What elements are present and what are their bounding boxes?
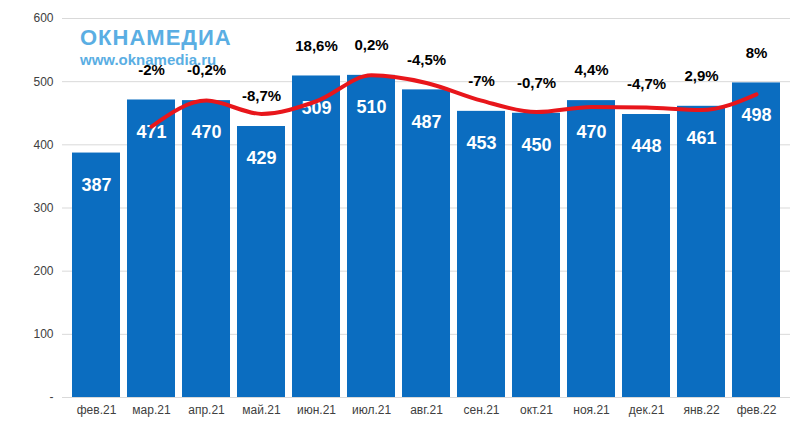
svg-text:янв.22: янв.22	[683, 403, 720, 417]
svg-text:-2%: -2%	[138, 61, 165, 78]
svg-text:461: 461	[686, 128, 716, 148]
svg-text:-4,7%: -4,7%	[627, 75, 666, 92]
svg-text:487: 487	[411, 112, 441, 132]
svg-text:453: 453	[466, 133, 496, 153]
svg-text:-: -	[50, 390, 54, 404]
svg-text:600: 600	[33, 11, 53, 25]
svg-text:дек.21: дек.21	[629, 403, 665, 417]
svg-text:387: 387	[81, 175, 111, 195]
svg-text:-0,2%: -0,2%	[187, 61, 226, 78]
svg-text:4,4%: 4,4%	[574, 61, 608, 78]
svg-text:510: 510	[356, 97, 386, 117]
svg-text:ноя.21: ноя.21	[573, 403, 610, 417]
svg-text:-7%: -7%	[468, 72, 495, 89]
svg-text:400: 400	[33, 138, 53, 152]
svg-text:300: 300	[33, 201, 53, 215]
svg-text:470: 470	[576, 122, 606, 142]
svg-text:мар.21: мар.21	[132, 403, 171, 417]
svg-text:2,9%: 2,9%	[684, 67, 718, 84]
svg-text:-0,7%: -0,7%	[517, 74, 556, 91]
svg-text:май.21: май.21	[242, 403, 281, 417]
svg-text:окт.21: окт.21	[520, 403, 553, 417]
svg-text:448: 448	[631, 136, 661, 156]
svg-text:фев.22: фев.22	[737, 403, 777, 417]
svg-text:450: 450	[521, 135, 551, 155]
svg-text:апр.21: апр.21	[188, 403, 225, 417]
svg-text:-8,7%: -8,7%	[242, 87, 281, 104]
svg-text:200: 200	[33, 264, 53, 278]
svg-text:фев.21: фев.21	[77, 403, 117, 417]
svg-text:429: 429	[246, 148, 276, 168]
svg-text:18,6%: 18,6%	[295, 37, 338, 54]
svg-text:июн.21: июн.21	[297, 403, 336, 417]
svg-text:470: 470	[191, 122, 221, 142]
svg-text:сен.21: сен.21	[464, 403, 500, 417]
svg-text:июл.21: июл.21	[352, 403, 391, 417]
svg-text:100: 100	[33, 327, 53, 341]
svg-text:0,2%: 0,2%	[354, 36, 388, 53]
svg-text:8%: 8%	[746, 44, 768, 61]
svg-text:-4,5%: -4,5%	[407, 51, 446, 68]
svg-text:авг.21: авг.21	[410, 403, 443, 417]
svg-text:498: 498	[741, 105, 771, 125]
svg-text:500: 500	[33, 75, 53, 89]
